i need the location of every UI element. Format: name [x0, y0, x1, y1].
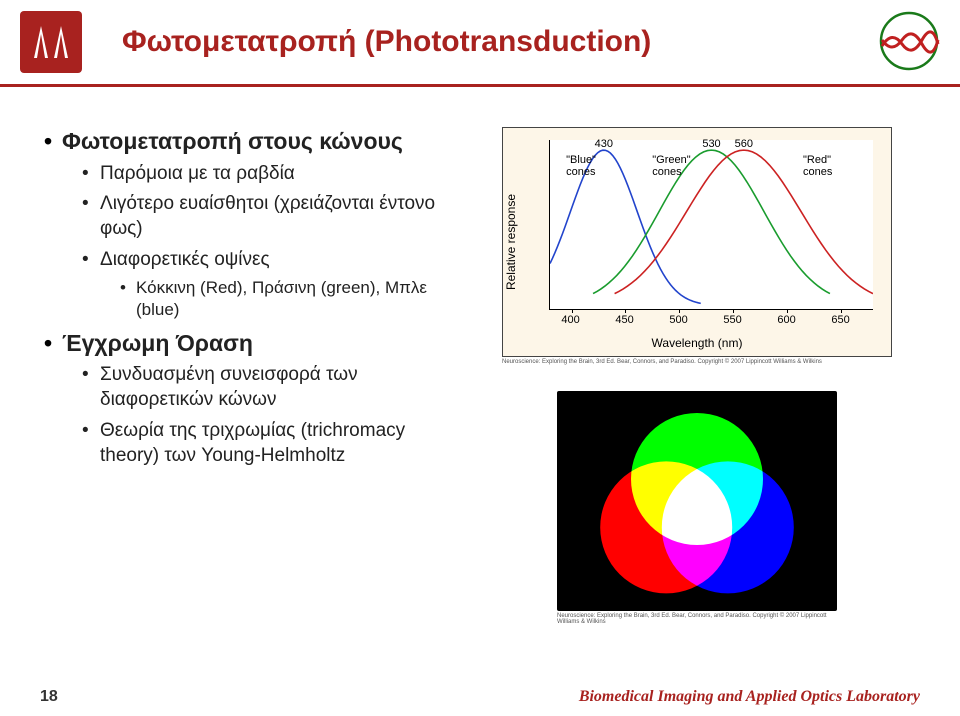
bullet-l2: Θεωρία της τριχρωμίας (trichromacy theor… — [82, 419, 464, 468]
slide-title: Φωτομετατροπή (Phototransduction) — [82, 25, 960, 59]
venn-svg — [557, 391, 837, 611]
xtick-label: 450 — [615, 314, 633, 326]
chart-ylabel: Relative response — [504, 194, 518, 290]
bullet-l2: Διαφορετικές οψίνες Κόκκινη (Red), Πράσι… — [82, 248, 464, 321]
cone-label: "Blue"cones — [566, 154, 596, 178]
chart-copyright: Neuroscience: Exploring the Brain, 3rd E… — [502, 359, 892, 365]
slide-header: Φωτομετατροπή (Phototransduction) — [0, 0, 960, 84]
slide-content: Φωτομετατροπή στους κώνους Παρόμοια με τ… — [0, 87, 960, 625]
peak-marker: 530 — [702, 138, 720, 150]
bullet-l1: Φωτομετατροπή στους κώνους Παρόμοια με τ… — [44, 127, 464, 321]
bullet-l2: Παρόμοια με τα ραβδία — [82, 162, 464, 187]
bullet-text: Διαφορετικές οψίνες — [100, 249, 270, 270]
bullet-text: Φωτομετατροπή στους κώνους — [62, 128, 403, 154]
bullet-l2: Συνδυασμένη συνεισφορά των διαφορετικών … — [82, 363, 464, 412]
chart-xticks: 400 450 500 550 600 650 — [549, 314, 873, 330]
bullet-l1: Έγχρωμη Όραση Συνδυασμένη συνεισφορά των… — [44, 329, 464, 469]
xtick-label: 650 — [831, 314, 849, 326]
university-logo-icon — [20, 11, 82, 73]
bullet-column: Φωτομετατροπή στους κώνους Παρόμοια με τ… — [44, 127, 474, 625]
page-number: 18 — [40, 688, 58, 706]
trichromacy-venn — [557, 391, 837, 611]
xtick-label: 500 — [669, 314, 687, 326]
xtick-label: 600 — [777, 314, 795, 326]
bullet-l2: Λιγότερο ευαίσθητοι (χρειάζονται έντονο … — [82, 192, 464, 241]
lab-logo-icon — [878, 10, 940, 72]
bullet-text: Έγχρωμη Όραση — [62, 330, 253, 356]
peak-marker: 560 — [735, 138, 753, 150]
chart-xlabel: Wavelength (nm) — [503, 336, 891, 350]
cone-label: "Green"cones — [652, 154, 690, 178]
bullet-l3: Κόκκινη (Red), Πράσινη (green), Μπλε (bl… — [120, 277, 464, 321]
xtick-label: 400 — [561, 314, 579, 326]
slide-footer: 18 Biomedical Imaging and Applied Optics… — [0, 688, 960, 706]
figure-column: Relative response 430 530 560 "Blue"cones "… — [474, 127, 920, 625]
peak-marker: 430 — [595, 138, 613, 150]
venn-copyright: Neuroscience: Exploring the Brain, 3rd E… — [557, 613, 837, 625]
cone-label: "Red"cones — [803, 154, 832, 178]
chart-plot-area: 430 530 560 "Blue"cones "Green"cones "Red"co… — [549, 140, 873, 310]
xtick-label: 550 — [723, 314, 741, 326]
lab-name: Biomedical Imaging and Applied Optics La… — [579, 688, 920, 706]
cone-response-chart: Relative response 430 530 560 "Blue"cones "… — [502, 127, 892, 357]
